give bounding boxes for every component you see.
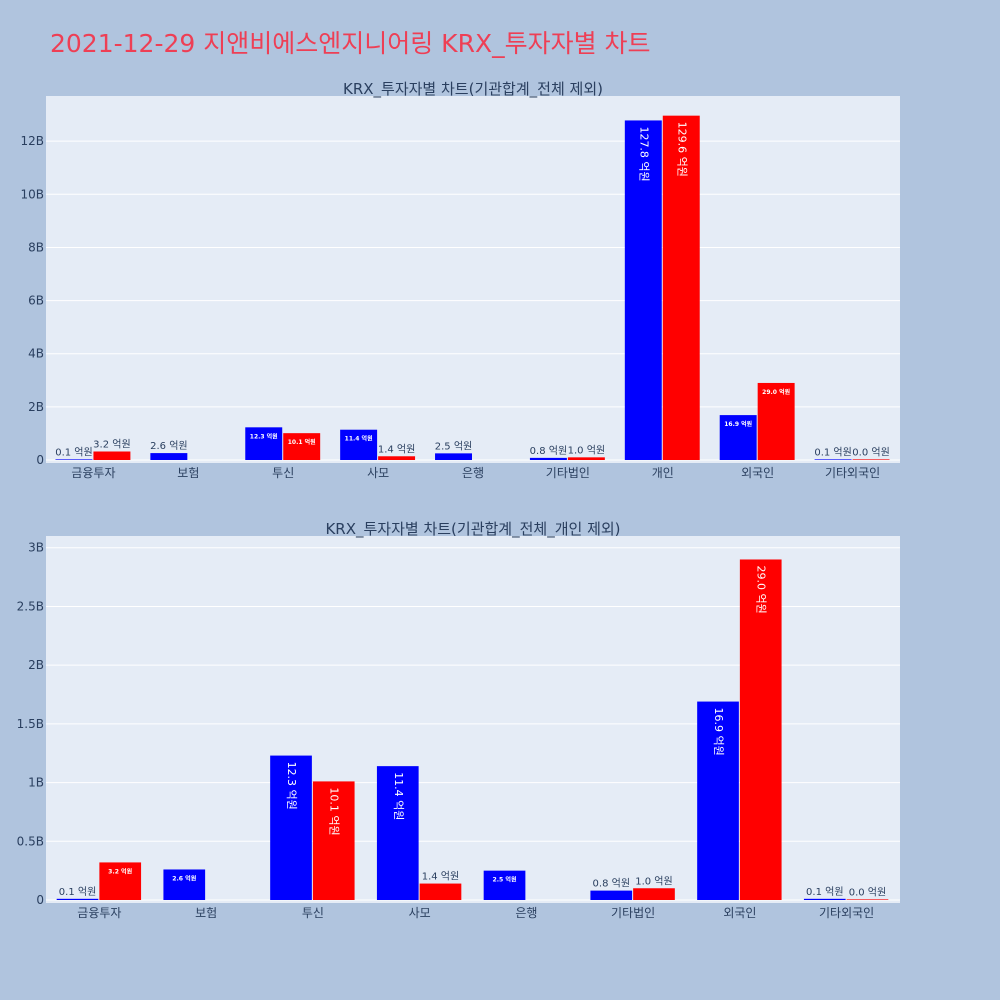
bar-data-label: 12.3 억원 — [250, 432, 278, 440]
y-tick-label: 2.5B — [17, 599, 44, 613]
chart-1: 0 2B 4B 6B 8B 10B 12B KRX_투자자별 차트(기관합계_전체 제외) 금융… — [20, 80, 900, 480]
sell-bar — [93, 451, 131, 460]
x-tick-label: 기타법인 — [611, 906, 655, 920]
bar-data-label: 2.6 억원 — [172, 874, 197, 882]
buy-bar — [55, 459, 93, 460]
page-title: 2021-12-29 지앤비에스엔지니어링 KRX_투자자별 차트 — [50, 29, 651, 58]
x-tick-label: 기타외국인 — [819, 906, 874, 920]
bar-data-label: 2.5 억원 — [492, 876, 517, 884]
bar-data-label: 1.4 억원 — [378, 443, 415, 455]
bar-data-label: 0.1 억원 — [59, 886, 96, 898]
bar-data-label: 129.6 억원 — [675, 122, 688, 177]
bar-data-label: 0.1 억원 — [55, 446, 92, 458]
bar-data-label: 0.1 억원 — [814, 446, 851, 458]
buy-bar — [719, 415, 757, 460]
bar-data-label: 16.9 억원 — [712, 708, 725, 756]
x-tick-label: 투신 — [302, 906, 324, 920]
y-tick-label: 0.5B — [17, 834, 44, 848]
buy-bar — [340, 429, 378, 460]
buy-bar — [624, 120, 662, 461]
bar-data-label: 1.4 억원 — [422, 871, 459, 883]
sell-bar — [662, 115, 700, 460]
buy-bar — [376, 766, 419, 900]
bar-data-label: 0.1 억원 — [806, 886, 843, 898]
sell-bar — [757, 382, 795, 460]
y-tick-label: 3B — [28, 541, 44, 555]
y-tick-label: 8B — [28, 240, 44, 254]
buy-bar — [163, 869, 206, 900]
buy-bar — [697, 701, 739, 900]
bar-data-label: 0.8 억원 — [593, 878, 630, 890]
sell-bar — [852, 459, 890, 460]
y-tick-label: 0 — [36, 893, 44, 907]
chart-title: KRX_투자자별 차트(기관합계_전체 제외) — [343, 80, 603, 99]
bar-data-label: 2.5 억원 — [435, 440, 472, 452]
y-tick-label: 1B — [28, 776, 44, 790]
x-tick-label: 금융투자 — [77, 906, 121, 920]
buy-bar — [483, 870, 526, 900]
bar-data-label: 29.0 억원 — [762, 388, 790, 396]
y-tick-label: 0 — [36, 453, 44, 467]
bar-data-label: 10.1 억원 — [288, 438, 316, 446]
sell-bar — [633, 888, 675, 900]
x-tick-label: 은행 — [462, 465, 484, 480]
sell-bar — [378, 456, 416, 460]
sell-bar — [846, 899, 889, 900]
bar-data-label: 2.6 억원 — [150, 440, 187, 452]
x-tick-label: 은행 — [515, 905, 537, 920]
bar-data-label: 3.2 억원 — [93, 438, 130, 450]
bar-data-label: 11.4 억원 — [345, 435, 373, 443]
sell-bar — [739, 559, 782, 900]
x-tick-label: 사모 — [367, 466, 389, 480]
chart-title: KRX_투자자별 차트(기관합계_전체_개인 제외) — [325, 520, 620, 539]
x-tick-label: 보험 — [177, 466, 199, 480]
x-tick-label: 기타외국인 — [825, 466, 880, 480]
x-tick-label: 개인 — [652, 466, 674, 480]
x-tick-label: 외국인 — [723, 906, 756, 920]
bar-data-label: 0.0 억원 — [849, 886, 886, 898]
sell-bar — [283, 433, 321, 460]
bar-data-label: 127.8 억원 — [637, 126, 650, 181]
buy-bar — [803, 898, 846, 900]
x-tick-label: 보험 — [195, 906, 217, 920]
bar-data-label: 3.2 억원 — [108, 867, 133, 875]
sell-bar — [99, 862, 142, 900]
buy-bar — [150, 453, 188, 460]
chart-2: 0 0.5B 1B 1.5B 2B 2.5B 3B KRX_투자자별 차트(기관합계_전체_개… — [17, 520, 900, 920]
bar-data-label: 10.1 억원 — [328, 787, 341, 835]
bar-data-label: 11.4 억원 — [392, 772, 405, 820]
bar-data-label: 29.0 억원 — [755, 565, 768, 613]
y-tick-label: 4B — [28, 347, 44, 361]
buy-bar — [435, 453, 472, 460]
bar-data-label: 16.9 억원 — [724, 420, 752, 428]
x-tick-label: 사모 — [409, 906, 431, 920]
buy-bar — [814, 459, 852, 460]
buy-bar — [590, 890, 633, 900]
y-tick-label: 10B — [20, 187, 44, 201]
bar-data-label: 0.0 억원 — [852, 446, 889, 458]
buy-bar — [529, 457, 567, 460]
bar-data-label: 1.0 억원 — [635, 875, 672, 887]
bar-data-label: 12.3 억원 — [285, 762, 298, 810]
x-tick-label: 기타법인 — [546, 466, 590, 480]
y-tick-label: 1.5B — [17, 717, 44, 731]
sell-bar — [312, 781, 355, 900]
x-tick-label: 금융투자 — [71, 466, 115, 480]
x-tick-label: 투신 — [272, 466, 294, 480]
sell-bar — [567, 457, 605, 460]
buy-bar — [270, 755, 312, 900]
buy-bar — [245, 427, 283, 460]
bar-data-label: 0.8 억원 — [530, 445, 567, 457]
y-tick-label: 2B — [28, 658, 44, 672]
y-tick-label: 2B — [28, 400, 44, 414]
bar-data-label: 1.0 억원 — [568, 444, 605, 456]
x-tick-label: 외국인 — [741, 466, 774, 480]
sell-bar — [419, 883, 462, 900]
y-tick-label: 6B — [28, 294, 44, 308]
buy-bar — [56, 898, 99, 900]
y-tick-label: 12B — [20, 134, 44, 148]
